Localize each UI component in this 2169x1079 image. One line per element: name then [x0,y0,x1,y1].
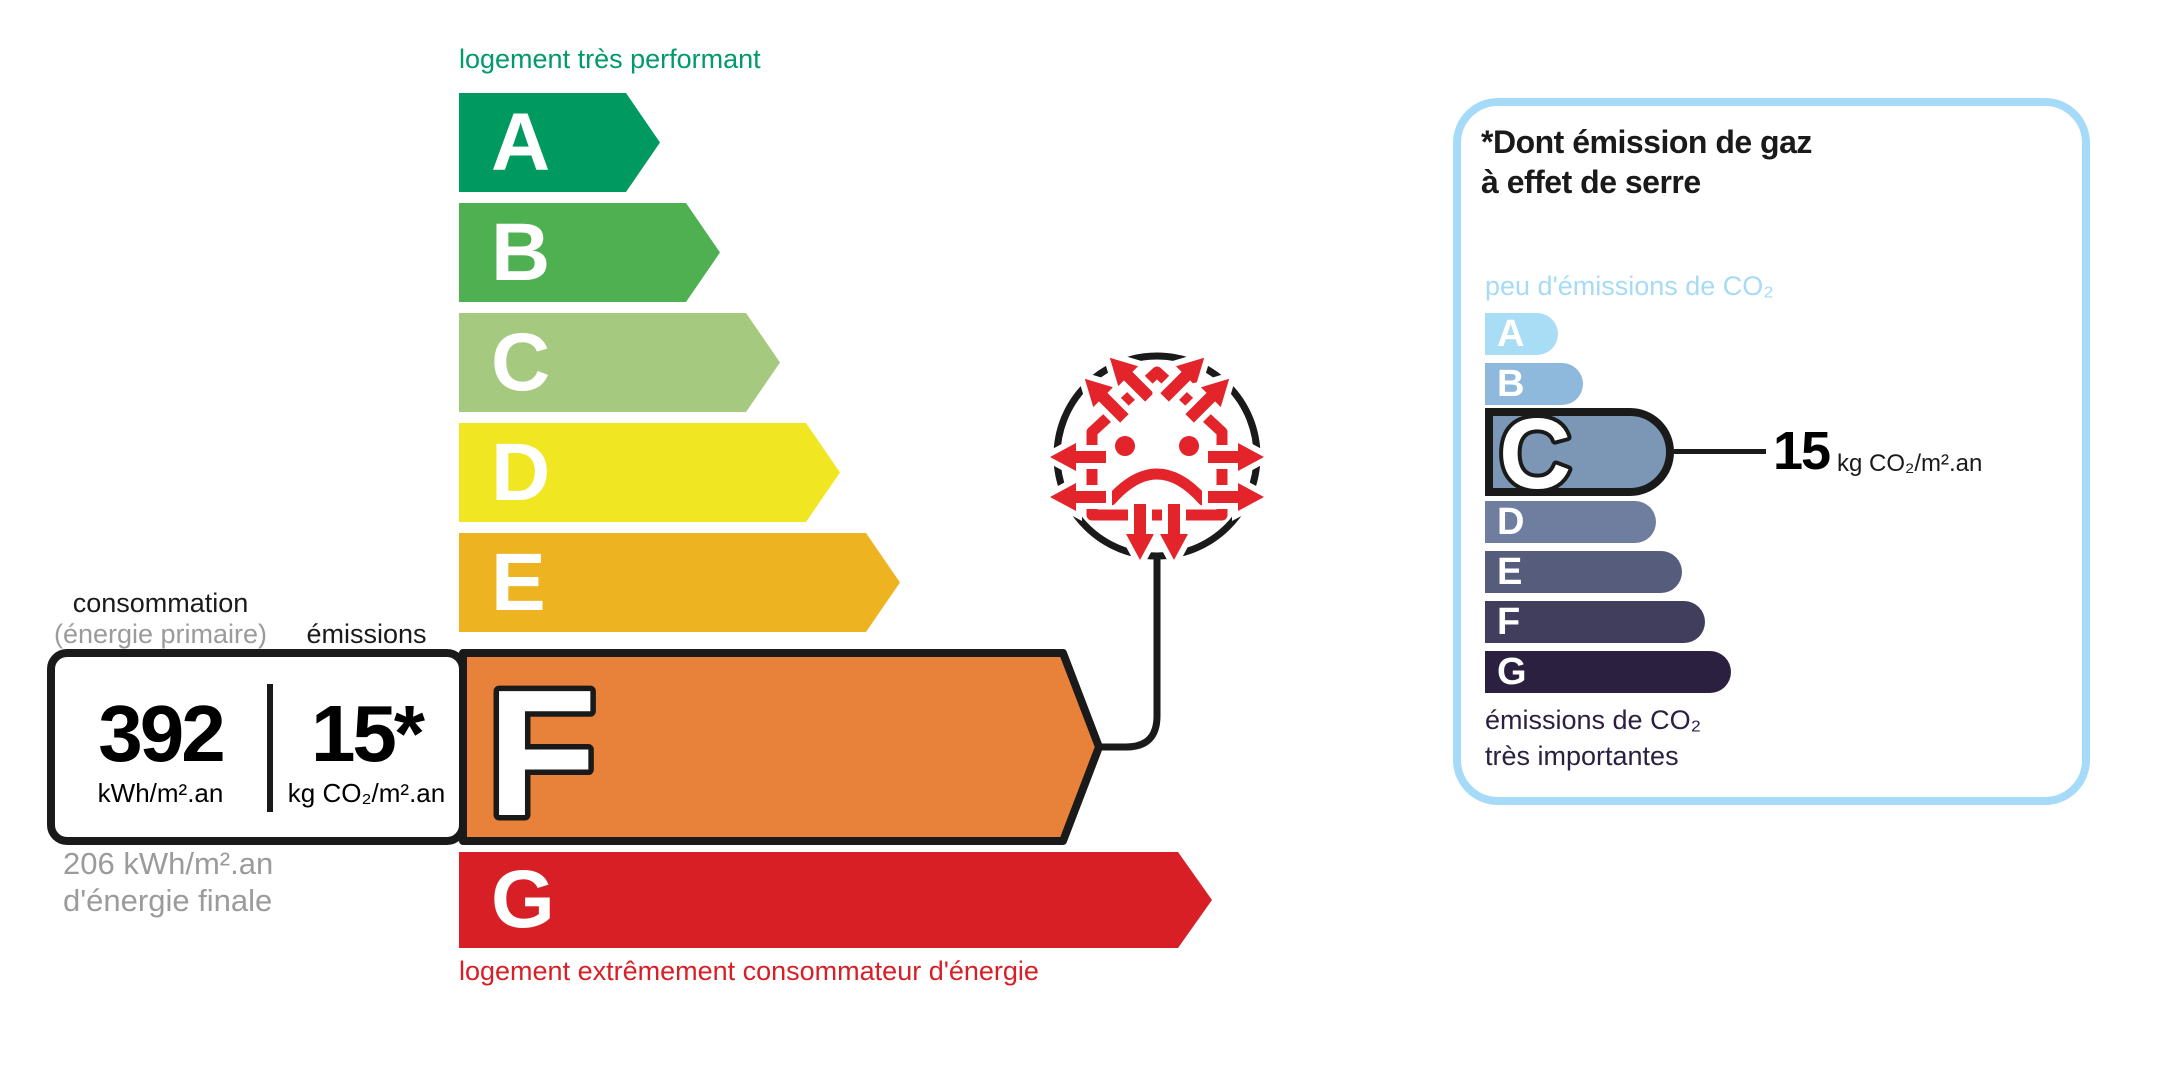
emissions-header: émissions [306,619,427,649]
emissions-unit: kg CO₂/m².an [287,778,446,808]
final-energy-note: 206 kWh/m².an d'énergie finale [63,845,273,919]
co2-class-letter-b: B [1497,363,1525,405]
co2-bar-c-active [1485,408,1674,496]
energy-class-letter-c: C [491,316,551,408]
energy-bar-c: C [459,313,780,412]
energy-class-letter-g: G [491,854,555,945]
energy-bar-g: G [459,852,1212,948]
emissions-value: 15* [310,689,425,778]
co2-bar-g: G [1485,651,1731,693]
emissions-value-cell: 15* kg CO₂/m².an [274,694,459,809]
co2-class-letter-e: E [1497,551,1523,593]
energy-class-letter-b: B [491,206,551,298]
consumption-header-line1: consommation [72,588,249,618]
co2-bar-b: B [1485,363,1583,405]
energy-bar-f-active: F [47,648,1103,855]
sad-house-energy-leak-icon [1040,340,1280,751]
energy-bar-a: A [459,93,660,192]
house-eye-left [1115,436,1135,456]
consumption-header-line2: (énergie primaire) [53,619,268,649]
co2-panel-title-line2: à effet de serre [1481,164,1701,200]
co2-bottom-caption: émissions de CO₂ très importantes [1485,702,1701,774]
energy-bar-e: E [459,533,900,632]
energy-class-letter-f: F [487,653,597,854]
co2-bar-a: A [1485,313,1558,355]
energy-bar-b: B [459,203,720,302]
primary-energy-unit: kWh/m².an [97,778,224,808]
co2-value-unit: kg CO₂/m².an [1837,450,1983,477]
icon-connector-line [1099,556,1161,751]
co2-bottom-caption-line2: très importantes [1485,741,1679,771]
co2-class-letter-a: A [1497,313,1525,355]
energy-scale-top-caption: logement très performant [459,44,761,74]
co2-bottom-caption-line1: émissions de CO₂ [1485,705,1702,735]
primary-energy-value-cell: 392 kWh/m².an [55,694,266,809]
energy-bar-d: D [459,423,840,522]
primary-energy-value: 392 [98,689,225,778]
co2-panel: *Dont émission de gaz à effet de serre p… [1453,98,2090,805]
co2-class-letter-f: F [1497,601,1521,643]
house-eye-right [1179,436,1199,456]
energy-scale-bottom-caption: logement extrêmement consommateur d'éner… [459,956,1039,986]
co2-panel-title: *Dont émission de gaz à effet de serre [1481,122,1812,202]
co2-value-callout-line [1674,449,1766,454]
co2-class-letter-g: G [1497,651,1527,693]
co2-bar-d: D [1485,501,1656,543]
energy-class-letter-e: E [491,536,546,628]
consumption-header: consommation (énergie primaire) [51,588,270,650]
co2-value: 15 [1773,421,1831,481]
energy-class-letter-a: A [491,96,551,188]
energy-class-letter-d: D [491,426,551,518]
co2-bar-e: E [1485,551,1682,593]
co2-panel-title-line1: *Dont émission de gaz [1481,124,1812,160]
co2-top-caption: peu d'émissions de CO₂ [1485,271,1774,301]
svg-text:C: C [1499,412,1571,496]
co2-bar-f: F [1485,601,1705,643]
co2-class-letter-d: D [1497,501,1525,543]
co2-class-letter-c: C [1495,412,1575,496]
final-energy-line1: 206 kWh/m².an [63,846,274,881]
final-energy-line2: d'énergie finale [63,883,273,918]
house-frown [1105,468,1209,506]
consumption-box-outline [47,649,467,845]
